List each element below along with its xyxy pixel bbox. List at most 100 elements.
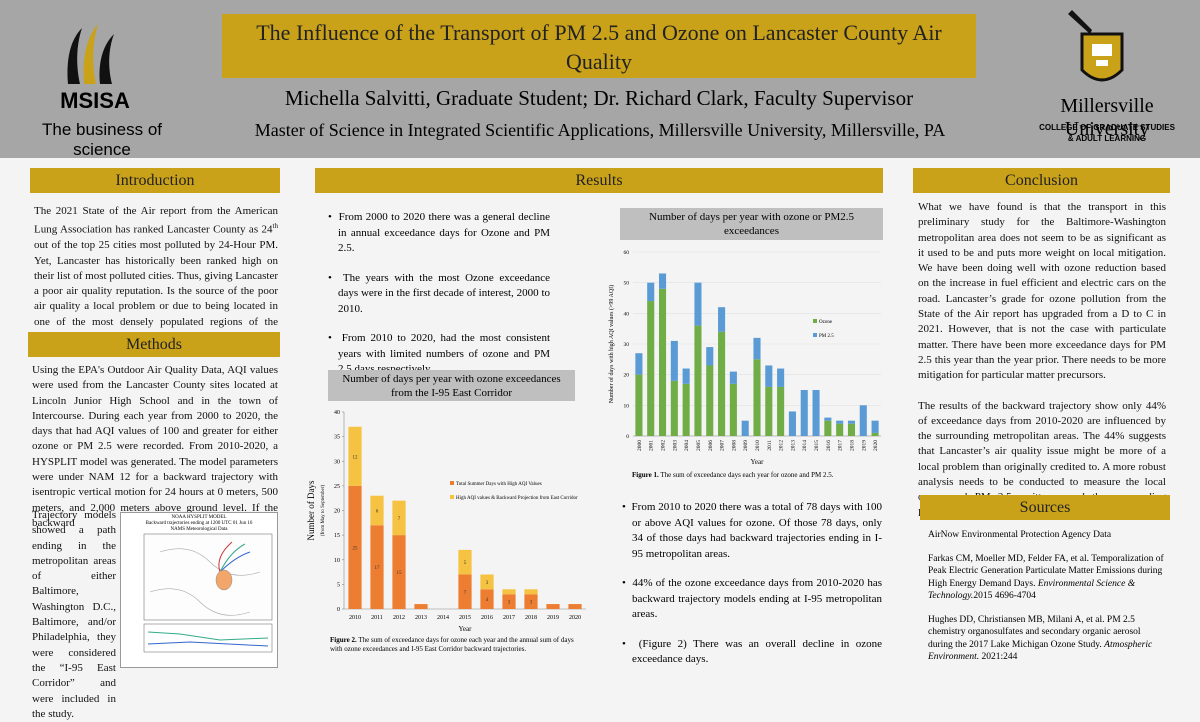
data-label: 7 (398, 517, 401, 522)
x-tick-label: 2014 (437, 615, 449, 621)
bar (502, 589, 516, 595)
data-label: 5 (464, 561, 467, 566)
data-label: 17 (375, 566, 381, 571)
data-label: 3 (530, 601, 533, 606)
bar (859, 405, 867, 436)
source-details: 2021:244 (979, 652, 1018, 662)
legend-swatch (813, 333, 817, 337)
source: Hughes DD, Christiansen MB, Milani A, et… (928, 614, 1166, 664)
bar (658, 288, 667, 436)
logo-tagline: The business of science (41, 120, 162, 159)
x-tick-label: 2016 (481, 615, 493, 621)
bar (871, 432, 879, 436)
x-tick-label: 2010 (349, 615, 361, 621)
bar (777, 368, 785, 387)
bullet: From 2000 to 2020 there was a general de… (328, 210, 550, 257)
bar (370, 495, 384, 526)
university-name: Millersville University (1060, 95, 1154, 140)
x-tick-label: 2008 (731, 440, 737, 451)
bar (847, 423, 856, 436)
x-tick-label: 2018 (849, 440, 855, 451)
chart-title: Number of days per year with ozone excee… (328, 370, 575, 401)
msisa-icon (67, 24, 114, 84)
source: Farkas CM, Moeller MD, Felder FA, et al.… (928, 553, 1166, 603)
y-tick-label: 30 (334, 459, 340, 465)
y-tick-label: 5 (337, 582, 340, 588)
caption-label: Figure 1. (632, 471, 659, 479)
y-axis-label: Number of Days (306, 480, 316, 540)
source-text: Farkas CM, Moeller MD, Felder FA, et al.… (928, 553, 1164, 589)
legend-label: PM 2.5 (819, 334, 834, 339)
bar (458, 549, 472, 575)
section-heading: Methods (28, 332, 280, 357)
data-label: 15 (397, 571, 403, 576)
poster: The Influence of the Transport of PM 2.5… (0, 0, 1200, 675)
x-tick-label: 2015 (459, 615, 471, 621)
legend-label: Total Summer Days with High AQI Values (456, 482, 542, 487)
x-tick-label: 2014 (802, 440, 808, 451)
text: out of the top 25 cities most polluted b… (34, 239, 278, 343)
y-tick-label: 0 (626, 434, 629, 440)
program: Master of Science in Integrated Scientif… (254, 120, 946, 140)
caption-label: Figure 2. (330, 636, 357, 644)
data-label: 3 (508, 601, 511, 606)
caption-text: The sum of exceedance days each year for… (658, 471, 834, 479)
x-tick-label: 2001 (649, 440, 655, 451)
bar (458, 574, 472, 609)
chart-title: Number of days per year with ozone or PM… (620, 208, 883, 240)
y-tick-label: 0 (337, 607, 340, 613)
bar (694, 325, 702, 436)
poster-title: The Influence of the Transport of PM 2.5… (222, 14, 976, 78)
bar (718, 307, 726, 332)
bar (824, 420, 832, 436)
legend-swatch (450, 481, 454, 485)
methods-side-text: Trajectory models showed a path ending i… (32, 509, 116, 720)
bar (370, 525, 384, 609)
y-tick-label: 35 (334, 435, 340, 441)
x-tick-label: 2017 (838, 440, 844, 451)
y-tick-label: 40 (624, 311, 630, 317)
y-tick-label: 20 (624, 373, 630, 379)
y-axis-label: Number of days with high AQI values (>99… (608, 285, 615, 403)
x-tick-label: 2004 (684, 440, 690, 451)
bar (647, 301, 655, 436)
bar (765, 365, 773, 387)
bullet: 44% of the ozone exceedance days from 20… (622, 576, 882, 623)
bullet: From 2010 to 2020, had the most consiste… (328, 331, 550, 378)
bar (670, 380, 678, 436)
bar (524, 589, 538, 595)
y-tick-label: 20 (334, 509, 340, 515)
bar (658, 273, 667, 289)
paragraph: What we have found is that the transport… (918, 201, 1166, 382)
figure-subtitle: Backward trajectories ending at 1200 UTC… (146, 521, 253, 526)
caption: Figure 2. The sum of exceedance days for… (330, 636, 585, 654)
figure-data: NAMS Meteorological Data (171, 527, 229, 532)
text: The 2021 State of the Air report from th… (34, 205, 278, 236)
bar (871, 420, 879, 433)
bar (729, 371, 737, 384)
college-line: & ADULT LEARNING (1067, 134, 1147, 143)
data-label: 4 (486, 598, 489, 603)
bullet: From 2010 to 2020 there was a total of 7… (622, 500, 882, 562)
data-label: 25 (353, 546, 359, 551)
source-text: AirNow Environmental Protection Agency D… (928, 530, 1112, 540)
x-tick-label: 2013 (415, 615, 427, 621)
legend-swatch (813, 319, 817, 323)
section-heading: Sources (920, 495, 1170, 520)
y-tick-label: 40 (334, 410, 340, 416)
legend-swatch (450, 495, 454, 499)
bar (568, 604, 582, 609)
superscript: th (272, 222, 278, 231)
bar (635, 353, 643, 375)
x-tick-label: 2016 (826, 440, 832, 451)
x-tick-label: 2006 (708, 440, 714, 451)
university-icon (1068, 10, 1124, 82)
x-tick-label: 2005 (696, 440, 702, 451)
bar (414, 604, 428, 609)
bar (847, 420, 856, 424)
bar (348, 485, 362, 609)
bar (635, 374, 643, 436)
y-axis-note: (from May to September) (321, 485, 326, 537)
data-label: 7 (464, 591, 467, 596)
bar (682, 383, 690, 436)
